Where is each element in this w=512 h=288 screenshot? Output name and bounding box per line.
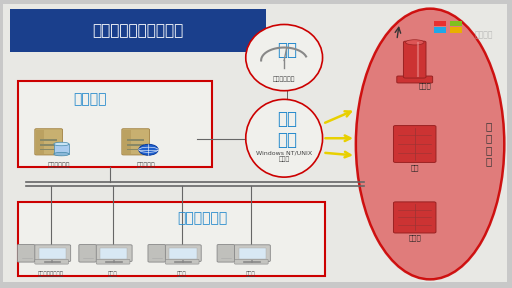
FancyBboxPatch shape — [40, 149, 57, 150]
Text: 接收: 接收 — [276, 41, 297, 59]
Ellipse shape — [54, 142, 69, 146]
Text: 数据库服务器: 数据库服务器 — [48, 163, 70, 168]
Text: 服务器: 服务器 — [409, 234, 421, 241]
FancyBboxPatch shape — [169, 248, 197, 259]
Text: 集群: 集群 — [411, 165, 419, 171]
Text: Windows NT/UNIX
服务器: Windows NT/UNIX 服务器 — [256, 150, 312, 162]
FancyBboxPatch shape — [18, 81, 212, 167]
Text: 资
源
网
络: 资 源 网 络 — [486, 122, 492, 166]
Ellipse shape — [246, 99, 323, 177]
FancyBboxPatch shape — [239, 248, 266, 259]
FancyBboxPatch shape — [35, 129, 62, 155]
FancyBboxPatch shape — [3, 4, 507, 282]
FancyBboxPatch shape — [127, 149, 144, 150]
FancyBboxPatch shape — [100, 248, 127, 259]
Ellipse shape — [406, 40, 424, 45]
FancyBboxPatch shape — [450, 21, 462, 26]
FancyBboxPatch shape — [96, 245, 132, 262]
FancyBboxPatch shape — [79, 245, 96, 262]
FancyBboxPatch shape — [165, 245, 201, 262]
FancyBboxPatch shape — [122, 129, 150, 155]
Text: 客户端: 客户端 — [246, 271, 256, 277]
FancyBboxPatch shape — [18, 202, 325, 276]
FancyBboxPatch shape — [393, 202, 436, 233]
FancyBboxPatch shape — [165, 259, 199, 264]
FancyBboxPatch shape — [434, 21, 446, 26]
FancyBboxPatch shape — [123, 130, 131, 154]
Ellipse shape — [139, 144, 158, 155]
Text: 天气预报网格计算系统: 天气预报网格计算系统 — [93, 23, 184, 38]
FancyBboxPatch shape — [450, 27, 462, 33]
Ellipse shape — [246, 24, 323, 91]
FancyBboxPatch shape — [40, 144, 57, 145]
Text: 应用服务器: 应用服务器 — [137, 163, 155, 168]
Text: 预报业务操作平台: 预报业务操作平台 — [38, 271, 64, 277]
FancyBboxPatch shape — [234, 245, 270, 262]
FancyBboxPatch shape — [217, 245, 234, 262]
FancyBboxPatch shape — [148, 245, 165, 262]
Text: 保存
共享: 保存 共享 — [276, 110, 297, 149]
Text: 信息发布查询: 信息发布查询 — [177, 212, 227, 226]
Text: 客户端: 客户端 — [108, 271, 118, 277]
Ellipse shape — [54, 152, 69, 156]
Text: 巨型机: 巨型机 — [419, 82, 431, 89]
FancyBboxPatch shape — [54, 144, 69, 154]
Text: 客户端: 客户端 — [177, 271, 187, 277]
FancyBboxPatch shape — [36, 130, 44, 154]
FancyBboxPatch shape — [10, 9, 266, 52]
FancyBboxPatch shape — [40, 139, 57, 141]
Text: 信息处理: 信息处理 — [73, 92, 106, 106]
FancyBboxPatch shape — [35, 259, 69, 264]
FancyBboxPatch shape — [96, 259, 130, 264]
FancyBboxPatch shape — [403, 41, 426, 78]
FancyBboxPatch shape — [127, 139, 144, 141]
FancyBboxPatch shape — [39, 248, 66, 259]
Text: 学霸在线: 学霸在线 — [475, 30, 493, 39]
FancyBboxPatch shape — [393, 126, 436, 162]
Ellipse shape — [356, 9, 504, 279]
FancyBboxPatch shape — [397, 76, 433, 83]
FancyBboxPatch shape — [17, 245, 35, 262]
Text: 卫星接收系统: 卫星接收系统 — [273, 76, 295, 82]
FancyBboxPatch shape — [234, 259, 268, 264]
FancyBboxPatch shape — [434, 27, 446, 33]
FancyBboxPatch shape — [34, 245, 71, 262]
FancyBboxPatch shape — [127, 144, 144, 145]
